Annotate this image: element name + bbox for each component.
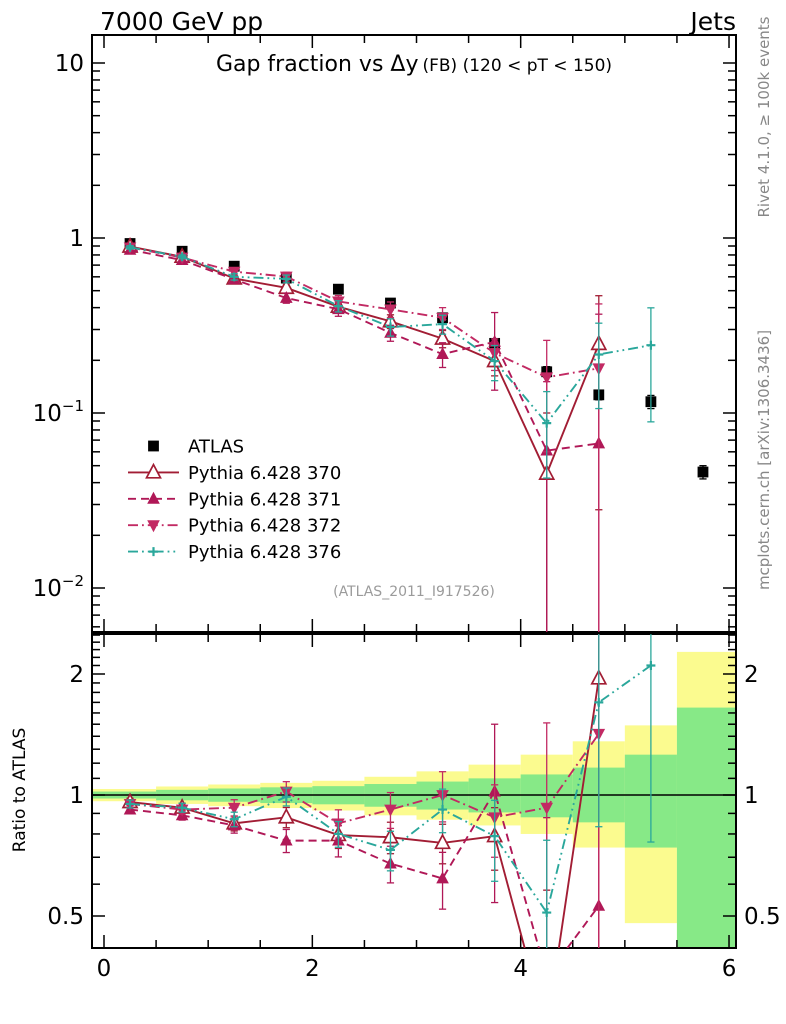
legend-label: Pythia 6.428 376 — [188, 542, 341, 563]
main-y-tick-label: 10−2 — [33, 572, 84, 602]
main-panel-frame — [91, 34, 737, 633]
plot-title: Gap fraction vs Δy (FB) (120 < pT < 150) — [92, 52, 736, 77]
series-p376-marker — [385, 845, 395, 855]
series-p372-marker — [540, 802, 554, 815]
series-p376-marker — [646, 660, 656, 670]
ratio-y-tick-label-left: 1 — [69, 783, 84, 809]
series-atlas-marker — [228, 260, 240, 272]
legend-item-p372: Pythia 6.428 372 — [128, 516, 341, 537]
series-p376-main — [125, 242, 656, 479]
main-y-tick-label: 10−1 — [33, 397, 84, 427]
series-p376-marker — [281, 792, 291, 802]
series-p376-marker — [438, 319, 448, 329]
legend-label: Pythia 6.428 370 — [188, 463, 341, 484]
series-atlas-marker — [697, 466, 709, 478]
series-p376-marker — [333, 829, 343, 839]
series-p371-line — [129, 789, 600, 948]
analysis-id-watermark: (ATLAS_2011_I917526) — [333, 584, 495, 600]
legend-item-p371: Pythia 6.428 371 — [128, 489, 341, 510]
main-y-tick-label: 1 — [69, 226, 84, 252]
series-p376-marker — [594, 349, 604, 359]
series-p371-marker — [436, 871, 449, 884]
series-atlas-marker — [332, 283, 344, 295]
ratio-axis-title: Ratio to ATLAS — [10, 727, 30, 853]
series-p376-marker — [177, 252, 187, 262]
plot-title-note: (FB) (120 < pT < 150) — [422, 56, 613, 76]
legend-marker — [145, 462, 162, 479]
series-p376-marker — [490, 831, 500, 841]
x-tick-label: 6 — [722, 956, 737, 982]
series-p376-marker — [646, 340, 656, 350]
series-p376-marker — [229, 814, 239, 824]
series-p376-marker — [125, 799, 135, 809]
ratio-y-tick-label-right: 1 — [744, 783, 759, 809]
series-p376-marker — [542, 908, 552, 918]
series-p372-marker — [384, 804, 397, 817]
series-p376-marker — [490, 356, 500, 366]
legend-label: ATLAS — [188, 437, 244, 458]
series-p376-ratio — [125, 634, 656, 948]
series-p371-line — [129, 248, 599, 452]
series-p376-marker — [333, 301, 343, 311]
ratio-y-tick-label-left: 0.5 — [47, 904, 84, 930]
rivet-version-note: Rivet 4.1.0, ≥ 100k events — [755, 16, 773, 218]
axis-labels: 0 2 4 6 10 1 10−1 10−2 2 2 1 1 0.5 0.5 — [33, 51, 781, 982]
series-p370-marker — [434, 833, 451, 850]
legend-marker — [148, 440, 159, 452]
ratio-y-tick-label-right: 2 — [744, 662, 759, 688]
series-p372-marker — [384, 304, 397, 317]
legend: ATLAS Pythia 6.428 370 Pythia 6.428 371 Pyt… — [128, 437, 341, 563]
ratio-y-tick-label-right: 0.5 — [744, 904, 781, 930]
series-p376-marker — [281, 274, 291, 284]
series-p372-line — [129, 733, 600, 825]
legend-marker — [149, 547, 158, 557]
series-p371-marker — [279, 291, 293, 303]
x-tick-label: 0 — [97, 956, 112, 982]
series-p376-marker — [125, 242, 135, 252]
series-p376-line — [129, 664, 652, 915]
legend-marker — [147, 491, 160, 504]
series-p370-marker — [277, 807, 295, 824]
band-inner-uncertainty — [676, 707, 736, 948]
series-p372-line — [129, 246, 599, 379]
legend-item-p370: Pythia 6.428 370 — [128, 462, 341, 484]
main-y-tick-label: 10 — [55, 51, 84, 77]
legend-marker — [147, 520, 160, 533]
ratio-y-tick-label-left: 2 — [69, 662, 84, 688]
series-p376-marker — [229, 272, 239, 282]
x-axis-ticks — [103, 35, 730, 632]
legend-item-p376: Pythia 6.428 376 — [128, 542, 341, 563]
ratio-y-ticks — [92, 634, 736, 917]
ratio-panel-frame — [91, 633, 737, 949]
series-p376-marker — [542, 418, 552, 428]
header-analysis-type: Jets — [690, 7, 736, 36]
series-p376-marker — [385, 322, 395, 332]
series-p371-marker — [540, 969, 553, 981]
series-p376-marker — [438, 805, 448, 815]
x-tick-label: 4 — [513, 956, 528, 982]
series-p371-marker — [436, 347, 449, 360]
header-beam-energy: 7000 GeV pp — [100, 7, 264, 36]
series-p372-marker — [540, 372, 554, 385]
legend-label: Pythia 6.428 371 — [188, 489, 341, 510]
x-axis-ticks — [103, 634, 730, 948]
legend-label: Pythia 6.428 372 — [188, 516, 341, 537]
series-p376-marker — [594, 697, 604, 707]
series-p371-marker — [279, 833, 293, 846]
series-p376-marker — [177, 803, 187, 813]
x-tick-label: 2 — [305, 956, 320, 982]
series-p376-line — [129, 246, 652, 425]
legend-item-atlas: ATLAS — [148, 437, 244, 458]
series-p372-marker — [227, 802, 241, 815]
mcplots-arxiv-note: mcplots.cern.ch [arXiv:1306.3436] — [755, 329, 773, 591]
series-p370-line — [129, 678, 600, 948]
main-y-ticks — [92, 62, 736, 628]
plot-title-main: Gap fraction vs Δy — [215, 52, 419, 77]
